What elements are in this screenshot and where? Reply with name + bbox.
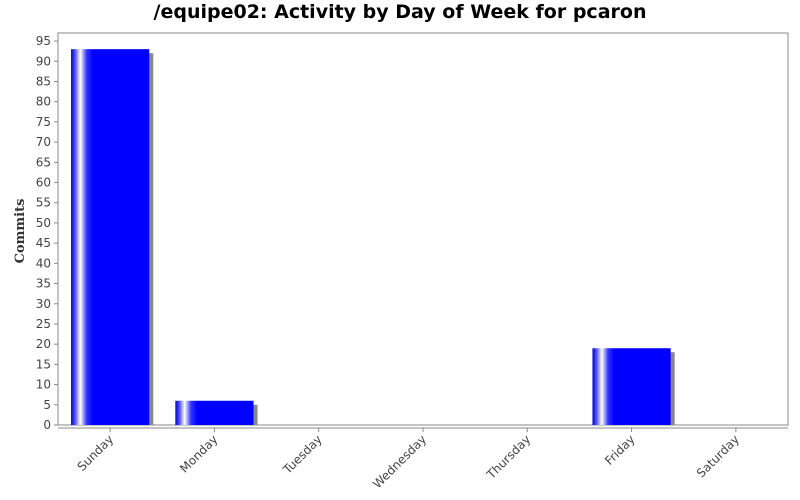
x-tick-label-thursday: Thursday xyxy=(483,432,533,482)
bar-monday xyxy=(175,400,254,425)
y-axis: 0 5 10 15 20 25 30 35 40 45 50 55 60 65 70 75 80 85 90 95 xyxy=(36,34,58,432)
bar-friday xyxy=(592,348,671,425)
y-tick-label: 0 xyxy=(43,418,51,432)
y-tick-label: 20 xyxy=(36,337,51,351)
x-tick-label-wednesday: Wednesday xyxy=(370,432,429,491)
y-tick-label: 60 xyxy=(36,176,51,190)
x-tick-label-friday: Friday xyxy=(602,432,638,468)
bar-sunday xyxy=(71,49,150,425)
x-tick-label-monday: Monday xyxy=(177,432,220,475)
y-tick-label: 80 xyxy=(36,95,51,109)
plot-area xyxy=(57,32,789,426)
y-tick-label: 15 xyxy=(36,357,51,371)
y-tick-label: 45 xyxy=(36,236,51,250)
y-tick-label: 10 xyxy=(36,378,51,392)
x-tick-label-tuesday: Tuesday xyxy=(280,432,325,477)
y-tick-label: 50 xyxy=(36,216,51,230)
y-tick-label: 95 xyxy=(36,34,51,48)
y-tick-label: 85 xyxy=(36,74,51,88)
y-tick-label: 90 xyxy=(36,54,51,68)
bars xyxy=(71,49,671,425)
y-tick-label: 40 xyxy=(36,256,51,270)
x-tick-label-saturday: Saturday xyxy=(694,432,742,480)
y-tick-label: 55 xyxy=(36,196,51,210)
y-tick-label: 30 xyxy=(36,297,51,311)
y-tick-label: 70 xyxy=(36,135,51,149)
y-tick-label: 5 xyxy=(43,398,51,412)
x-axis: Sunday Monday Tuesday Wednesday Thursday Frid… xyxy=(75,428,742,491)
y-axis-label: Commits xyxy=(13,199,28,264)
y-tick-label: 75 xyxy=(36,115,51,129)
y-tick-label: 65 xyxy=(36,155,51,169)
y-tick-label: 35 xyxy=(36,277,51,291)
chart-title: /equipe02: Activity by Day of Week for p… xyxy=(153,1,647,23)
x-tick-label-sunday: Sunday xyxy=(75,432,117,474)
y-tick-label: 25 xyxy=(36,317,51,331)
